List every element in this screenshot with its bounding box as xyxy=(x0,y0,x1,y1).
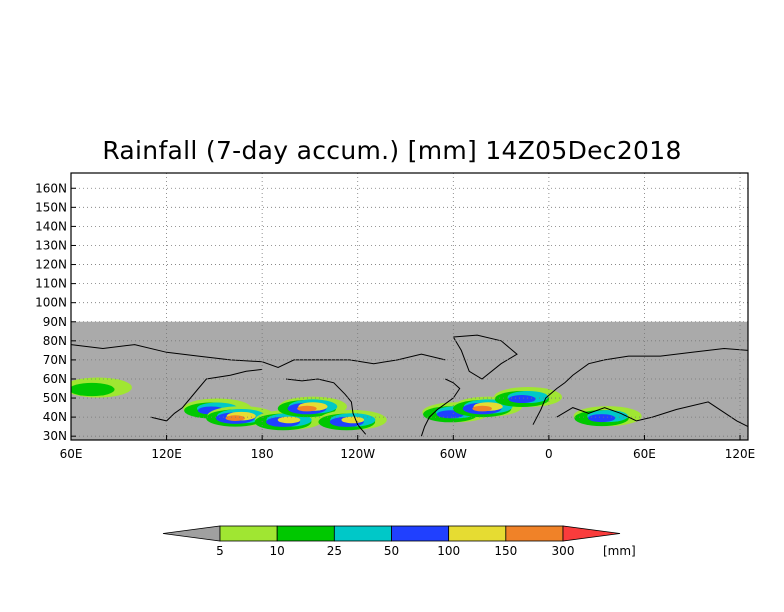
colorbar-label: 25 xyxy=(327,544,342,558)
coastline xyxy=(150,368,263,422)
lat-tick-label: 40N xyxy=(43,410,67,424)
lon-tick-label: 60W xyxy=(440,447,467,461)
lat-tick-label: 60N xyxy=(43,372,67,386)
lon-tick-label: 120E xyxy=(725,447,756,461)
lon-tick-label: 180 xyxy=(251,447,274,461)
plot-area xyxy=(71,173,748,440)
lat-tick-label: 140N xyxy=(35,219,67,233)
colorbar-label: 10 xyxy=(270,544,285,558)
coastline xyxy=(556,401,748,428)
colorbar-segment xyxy=(333,525,392,542)
colorbar-segment xyxy=(276,525,335,542)
lat-tick-label: 150N xyxy=(35,200,67,214)
coastlines xyxy=(71,334,748,437)
lon-tick-label: 0 xyxy=(545,447,553,461)
rain-patch xyxy=(71,382,115,397)
rain-patch xyxy=(472,405,492,412)
lat-tick-label: 100N xyxy=(35,296,67,310)
lat-tick-label: 50N xyxy=(43,391,67,405)
lat-tick-label: 160N xyxy=(35,181,67,195)
colorbar-segment xyxy=(448,525,507,542)
rain-patch xyxy=(341,416,365,424)
colorbar-segment xyxy=(505,525,564,542)
lat-axis: 160N 150N 140N 130N 120N 110N 100N 90N 80N 70N 60N… xyxy=(35,181,76,443)
lon-tick-label: 120W xyxy=(340,447,375,461)
colorbar-label: 5 xyxy=(216,544,224,558)
rain-patch xyxy=(225,415,245,421)
colorbar-label: 100 xyxy=(437,544,460,558)
coastline xyxy=(420,378,461,437)
colorbar-arrow-high xyxy=(562,525,621,542)
lat-tick-label: 70N xyxy=(43,353,67,367)
lat-tick-label: 80N xyxy=(43,334,67,348)
colorbar-unit: [mm] xyxy=(603,544,636,558)
coastline xyxy=(285,378,367,435)
lon-tick-label: 60E xyxy=(60,447,83,461)
colorbar-label: 50 xyxy=(384,544,399,558)
graticule xyxy=(71,173,748,440)
plot-frame xyxy=(70,172,749,441)
map-title: Rainfall (7-day accum.) [mm] 14Z05Dec201… xyxy=(102,136,682,165)
coastline xyxy=(452,334,518,380)
lat-tick-label: 130N xyxy=(35,238,67,252)
lat-tick-label: 90N xyxy=(43,315,67,329)
lat-tick-label: 30N xyxy=(43,429,67,443)
rain-patch xyxy=(508,395,536,404)
lat-tick-label: 110N xyxy=(35,277,67,291)
colorbar-arrow-low xyxy=(162,525,221,542)
data-region xyxy=(71,321,748,440)
colorbar-segment xyxy=(391,525,450,542)
coastline xyxy=(71,344,446,369)
lon-tick-label: 120E xyxy=(151,447,182,461)
colorbar-label: 300 xyxy=(552,544,575,558)
rain-layer xyxy=(71,377,642,431)
coastline xyxy=(532,347,748,425)
rain-patch xyxy=(588,414,616,423)
colorbar: 5 10 25 50 100 150 300 [mm] xyxy=(162,525,636,558)
colorbar-label: 150 xyxy=(494,544,517,558)
lon-tick-label: 60E xyxy=(633,447,656,461)
lat-tick-label: 120N xyxy=(35,258,67,272)
rain-patch xyxy=(297,405,317,412)
colorbar-segment xyxy=(219,525,278,542)
lon-axis: 60E 120E 180 120W 60W 0 60E 120E xyxy=(60,435,756,461)
rain-patch xyxy=(277,416,301,424)
